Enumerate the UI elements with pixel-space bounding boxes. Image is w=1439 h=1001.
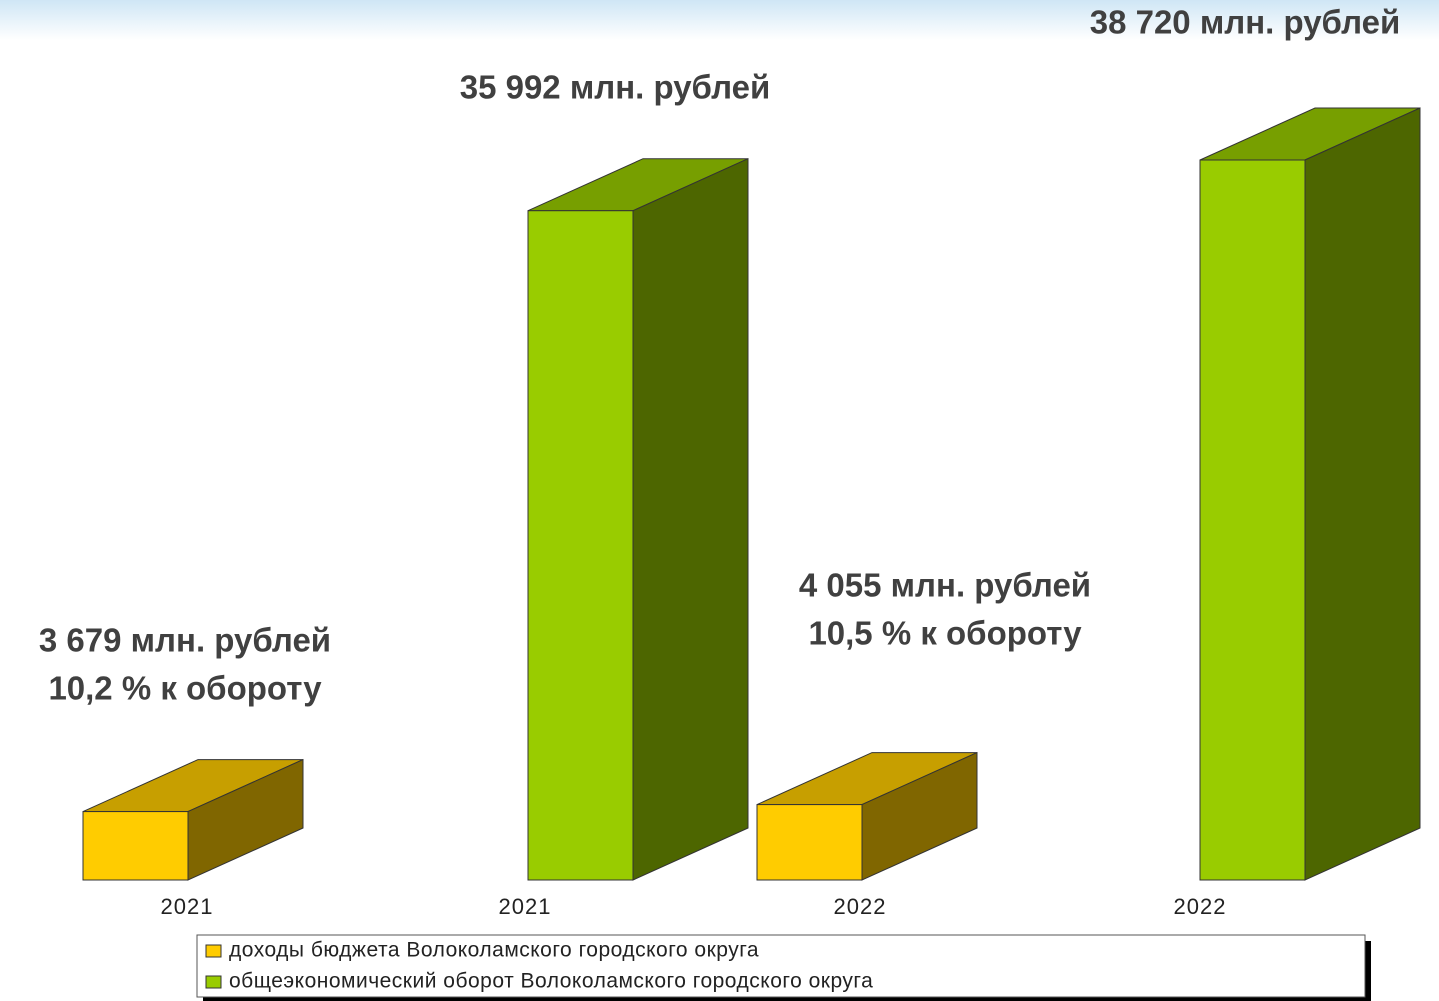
x-tick-label: 2021	[499, 894, 552, 919]
bar	[82, 811, 189, 881]
data-label: 38 720 млн. рублей	[1090, 4, 1401, 41]
legend	[196, 934, 1366, 998]
legend-swatch	[205, 944, 222, 958]
legend-label: доходы бюджета Волоколамского городского…	[229, 939, 759, 962]
bar-side	[1304, 107, 1421, 881]
annotation: 10,5 % к обороту	[808, 615, 1082, 652]
data-label: 4 055 млн. рублей	[799, 567, 1091, 604]
bar-side	[632, 157, 749, 881]
x-tick-label: 2022	[834, 894, 887, 919]
x-tick-label: 2022	[1174, 894, 1227, 919]
bar	[1199, 159, 1306, 881]
bar	[756, 804, 863, 881]
x-tick-label: 2021	[161, 894, 214, 919]
annotation: 10,2 % к обороту	[48, 670, 322, 707]
legend-swatch	[205, 975, 222, 989]
legend-label: общеэкономический оборот Волоколамского …	[229, 970, 873, 993]
background-band	[0, 0, 1439, 40]
bar	[527, 210, 634, 881]
data-label: 35 992 млн. рублей	[460, 69, 771, 106]
data-label: 3 679 млн. рублей	[39, 622, 331, 659]
